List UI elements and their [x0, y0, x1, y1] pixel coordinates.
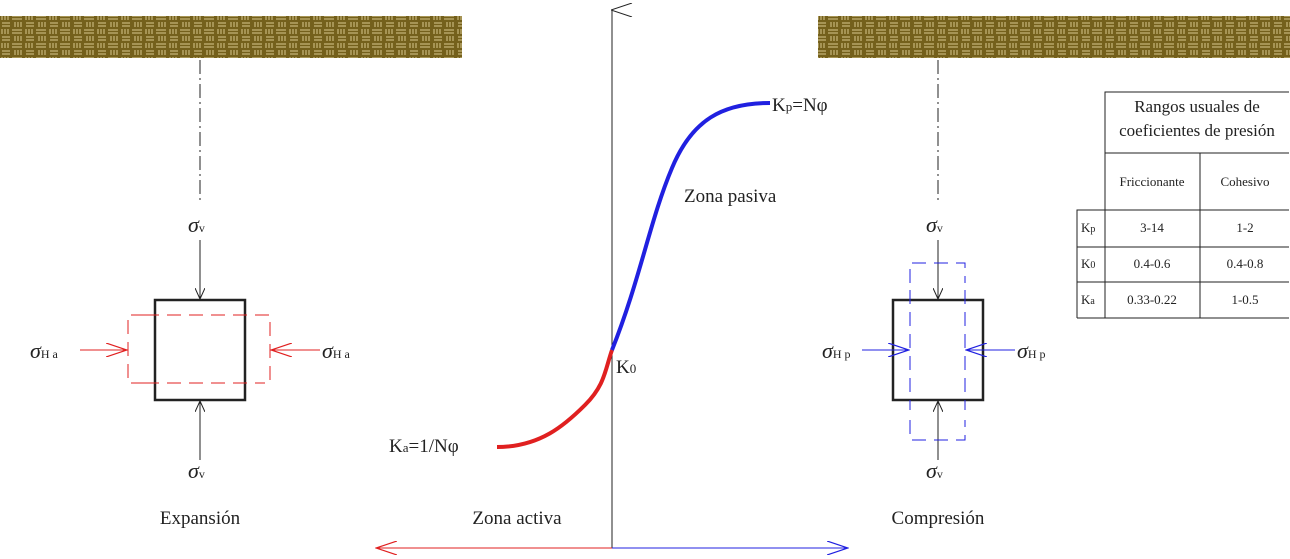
- table-title: coeficientes de presión: [1119, 121, 1275, 140]
- subscript: Hp: [833, 347, 854, 361]
- symbol: σ: [1017, 338, 1029, 363]
- symbol: K: [389, 436, 403, 457]
- symbol: K: [616, 357, 630, 378]
- ground-right: [818, 16, 1290, 58]
- rest: =Nφ: [792, 95, 827, 116]
- subscript: a: [1090, 296, 1095, 307]
- table-cell: 1-2: [1236, 220, 1253, 235]
- table-title: Rangos usuales de: [1134, 97, 1260, 116]
- row-label: Ka: [1081, 292, 1095, 307]
- table: Rangos usuales de coeficientes de presió…: [1076, 91, 1289, 319]
- table-cell: 1-0.5: [1231, 292, 1258, 307]
- subscript: Hp: [1028, 347, 1049, 361]
- table-grid: [1076, 91, 1289, 319]
- subscript: v: [937, 467, 946, 481]
- sigma-label: σHa: [30, 338, 61, 363]
- ka-label: Ka=1/Nφ: [389, 436, 459, 457]
- symbol: σ: [30, 338, 42, 363]
- table-cell: 0.4-0.6: [1134, 256, 1171, 271]
- sigma-label: σv: [926, 212, 946, 237]
- sigma-label: σv: [926, 458, 946, 483]
- active-curve: [496, 349, 614, 449]
- symbol: σ: [822, 338, 834, 363]
- subscript: Ha: [41, 347, 61, 361]
- row-label: Kp: [1081, 220, 1095, 235]
- subscript: 0: [630, 361, 637, 376]
- symbol: σ: [322, 338, 334, 363]
- caption: Compresión: [892, 508, 985, 529]
- zone-label: Zona activa: [472, 508, 562, 529]
- subscript: v: [937, 221, 946, 235]
- sigma-label: σHp: [822, 338, 854, 363]
- symbol: K: [772, 95, 786, 116]
- subscript: p: [1090, 224, 1095, 235]
- table-cell: 3-14: [1140, 220, 1164, 235]
- subscript: v: [199, 221, 208, 235]
- symbol: σ: [926, 458, 938, 483]
- symbol: K: [1081, 220, 1091, 235]
- row-label: K0: [1081, 256, 1095, 271]
- sigma-label: σv: [188, 212, 208, 237]
- ground: [0, 16, 1290, 58]
- subscript: p: [786, 99, 793, 114]
- symbol: σ: [188, 458, 200, 483]
- soil-element: [153, 298, 247, 402]
- table-cell: 0.4-0.8: [1227, 256, 1264, 271]
- kp-label: Kp=Nφ: [772, 95, 828, 116]
- k0-label: K0: [616, 357, 636, 378]
- right-diagram: [862, 60, 1015, 460]
- ground-left: [0, 16, 462, 58]
- rest: =1/Nφ: [409, 436, 459, 457]
- symbol: K: [1081, 292, 1091, 307]
- compressed-outline: [909, 262, 966, 441]
- zone-label: Zona pasiva: [684, 186, 777, 207]
- symbol: σ: [188, 212, 200, 237]
- table-header: Friccionante: [1120, 174, 1185, 189]
- symbol: σ: [926, 212, 938, 237]
- sigma-label: σv: [188, 458, 208, 483]
- subscript: a: [403, 440, 409, 455]
- caption: Expansión: [160, 508, 241, 529]
- passive-curve: [610, 101, 771, 351]
- table-header: Cohesivo: [1220, 174, 1269, 189]
- symbol: K: [1081, 256, 1091, 271]
- table-cell: 0.33-0.22: [1127, 292, 1177, 307]
- expanded-outline: [127, 314, 271, 384]
- subscript: v: [199, 467, 208, 481]
- subscript: Ha: [333, 347, 353, 361]
- subscript: 0: [1090, 260, 1095, 271]
- sigma-label: σHa: [322, 338, 353, 363]
- left-diagram: [80, 60, 320, 460]
- axes: [376, 10, 848, 548]
- sigma-label: σHp: [1017, 338, 1049, 363]
